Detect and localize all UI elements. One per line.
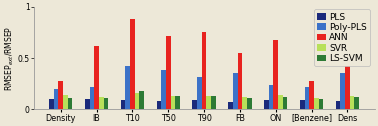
Bar: [139, 91, 144, 109]
Y-axis label: RMSEP$_{ext}$/RMSEP: RMSEP$_{ext}$/RMSEP: [3, 25, 16, 91]
Bar: [202, 32, 206, 109]
Bar: [242, 97, 247, 109]
Bar: [228, 102, 233, 109]
Bar: [238, 53, 242, 109]
Bar: [192, 100, 197, 109]
Bar: [314, 98, 319, 109]
Bar: [94, 46, 99, 109]
Bar: [197, 77, 202, 109]
Bar: [278, 95, 283, 109]
Bar: [63, 95, 68, 109]
Bar: [211, 96, 216, 109]
Bar: [59, 81, 63, 109]
Bar: [264, 100, 269, 109]
Bar: [336, 101, 341, 109]
Bar: [175, 96, 180, 109]
Bar: [49, 99, 54, 109]
Bar: [269, 85, 273, 109]
Bar: [156, 101, 161, 109]
Bar: [345, 58, 350, 109]
Bar: [90, 87, 94, 109]
Legend: PLS, Poly-PLS, ANN, SVR, LS-SVM: PLS, Poly-PLS, ANN, SVR, LS-SVM: [314, 9, 370, 66]
Bar: [135, 93, 139, 109]
Bar: [309, 81, 314, 109]
Bar: [130, 19, 135, 109]
Bar: [273, 40, 278, 109]
Bar: [350, 96, 355, 109]
Bar: [341, 72, 345, 109]
Bar: [85, 99, 90, 109]
Bar: [68, 98, 73, 109]
Bar: [166, 36, 170, 109]
Bar: [300, 100, 305, 109]
Bar: [305, 87, 309, 109]
Bar: [54, 89, 59, 109]
Bar: [283, 97, 287, 109]
Bar: [99, 97, 104, 109]
Bar: [161, 70, 166, 109]
Bar: [121, 100, 125, 109]
Bar: [247, 98, 251, 109]
Bar: [104, 98, 108, 109]
Bar: [170, 96, 175, 109]
Bar: [233, 72, 238, 109]
Bar: [355, 97, 359, 109]
Bar: [125, 66, 130, 109]
Bar: [319, 99, 323, 109]
Bar: [206, 96, 211, 109]
